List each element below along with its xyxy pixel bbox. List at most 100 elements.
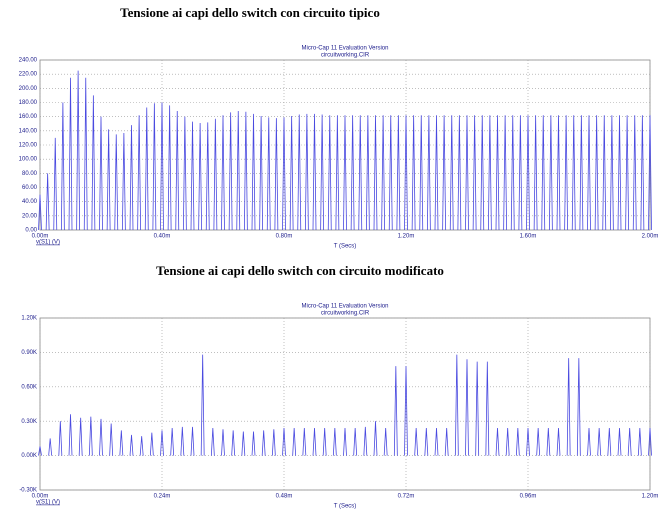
pulse (160, 430, 164, 456)
y-tick-label: -0.30K (19, 488, 37, 494)
pulse (114, 134, 119, 231)
pulse (365, 115, 370, 231)
pulse (302, 428, 307, 456)
y-tick-label: 0.60K (21, 384, 37, 390)
pulse (350, 115, 355, 231)
pulse (434, 115, 439, 231)
pulse (617, 115, 622, 231)
pulse (548, 115, 553, 231)
x-tick-label: 1.20m (642, 494, 659, 500)
pulse (129, 125, 134, 231)
pulse (167, 105, 172, 231)
pulse (393, 366, 398, 456)
pulse (282, 117, 286, 231)
pulse (241, 431, 246, 456)
pulse (259, 115, 264, 231)
pulse (404, 366, 408, 456)
pulse (221, 115, 225, 231)
pulse (78, 417, 83, 456)
pulse (533, 115, 538, 231)
pulse (465, 115, 469, 231)
pulse (266, 117, 271, 231)
y-tick-label: 120.00 (19, 143, 38, 149)
pulse (119, 430, 124, 456)
pulse (640, 115, 645, 231)
pulse (152, 103, 157, 231)
pulse (505, 428, 510, 456)
pulse (576, 358, 581, 456)
pulse (648, 428, 652, 456)
section-caption: Tensione ai capi dello switch con circui… (120, 5, 380, 20)
pulse (594, 115, 599, 231)
pulse (327, 115, 332, 231)
pulse (109, 423, 114, 456)
y-tick-label: 0.30K (21, 419, 37, 425)
pulse (617, 428, 622, 456)
pulse (129, 434, 134, 456)
legend-label: v(S1) (V) (36, 500, 60, 506)
pulse (144, 107, 149, 231)
pulse (48, 438, 53, 456)
pulse (343, 428, 347, 456)
y-tick-label: 200.00 (19, 86, 38, 92)
pulse (320, 114, 325, 231)
pulse (503, 115, 508, 231)
pulse (434, 428, 439, 456)
y-tick-label: 180.00 (19, 100, 38, 106)
pulse (444, 428, 449, 456)
pulse (221, 429, 225, 456)
pulse (312, 428, 317, 456)
x-tick-label: 0.24m (154, 494, 171, 500)
pulse (579, 115, 584, 231)
y-tick-label: 240.00 (19, 58, 38, 64)
pulse (625, 115, 630, 231)
pulse (442, 115, 447, 231)
pulse (236, 110, 241, 231)
pulse (457, 115, 462, 231)
pulse (182, 116, 187, 231)
pulse (566, 358, 571, 456)
pulse (198, 123, 203, 231)
pulse (38, 446, 42, 456)
pulse (99, 418, 103, 456)
pulse (404, 115, 408, 231)
pulse (465, 359, 469, 456)
pulse (213, 118, 218, 231)
pulse (139, 436, 144, 456)
pulse (137, 115, 142, 231)
pulse (282, 428, 286, 456)
pulse (332, 428, 337, 456)
pulse (88, 416, 93, 456)
pulse (396, 115, 401, 231)
pulse (373, 115, 378, 231)
pulse (190, 121, 195, 231)
pulse (261, 430, 266, 456)
pulse (205, 122, 210, 231)
pulse (602, 115, 607, 231)
chart-title: Micro-Cap 11 Evaluation Version (302, 304, 389, 310)
pulse (251, 431, 256, 456)
pulse (373, 421, 378, 456)
x-axis-label: T (Secs) (334, 504, 357, 510)
pulse (53, 137, 58, 231)
x-tick-label: 1.20m (398, 234, 415, 240)
pulse (190, 426, 195, 456)
pulse (632, 115, 637, 231)
pulse (587, 115, 591, 231)
pulse (99, 116, 103, 231)
pulse (495, 115, 500, 231)
chart-title: Micro-Cap 11 Evaluation Version (302, 46, 389, 52)
pulse (170, 428, 175, 456)
pulse (149, 432, 154, 456)
pulse (495, 428, 500, 456)
chart-subtitle: circuitworking.CIR (321, 311, 370, 317)
pulse (526, 115, 530, 231)
pulse (200, 354, 205, 456)
pulse (175, 110, 180, 231)
pulse (637, 428, 642, 456)
x-tick-label: 2.00m (642, 234, 659, 240)
pulse (648, 115, 652, 231)
y-tick-label: 60.00 (22, 185, 38, 191)
pulse (76, 70, 81, 231)
pulse (587, 428, 591, 456)
